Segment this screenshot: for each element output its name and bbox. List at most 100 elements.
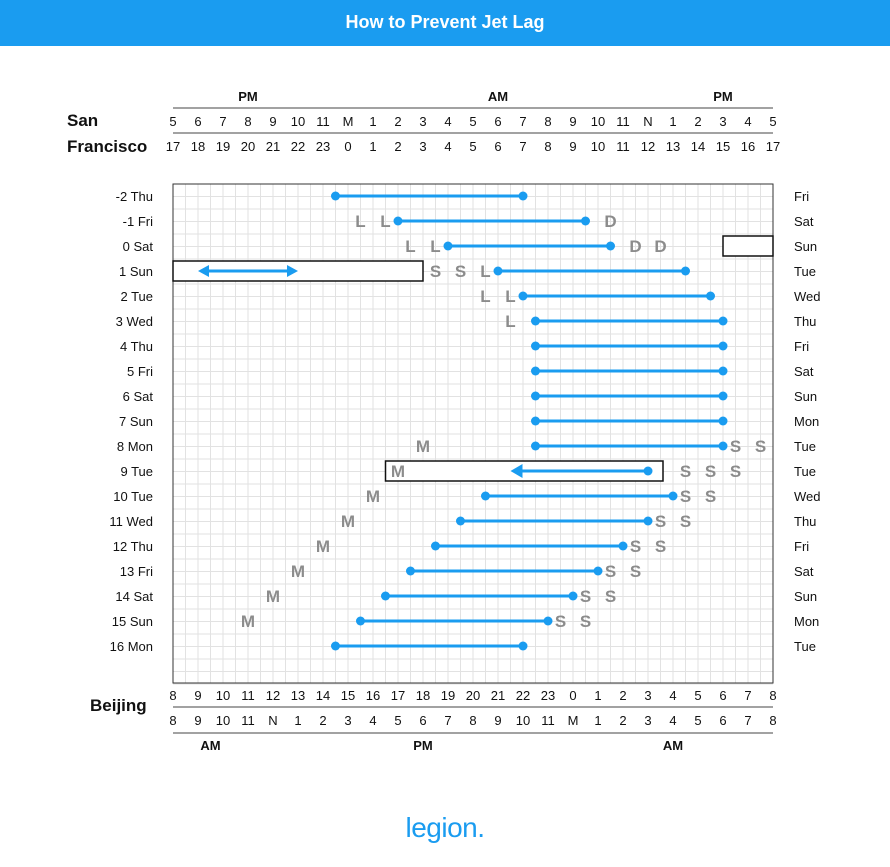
bottom-tick-12h-label: 11: [241, 713, 255, 728]
sleep-end-point: [643, 516, 653, 526]
top-tick-12h-label: 10: [291, 114, 305, 129]
sleep-end-point: [568, 591, 578, 601]
row-day-label: 10 Tue: [113, 489, 153, 504]
activity-letter: L: [430, 237, 440, 256]
top-tick-24h-label: 22: [291, 139, 305, 154]
flight-arrow-head: [198, 265, 209, 277]
top-tick-24h-label: 6: [494, 139, 501, 154]
top-tick-24h-label: 14: [691, 139, 705, 154]
bottom-tick-12h-label: 7: [744, 713, 751, 728]
top-tick-12h-label: 1: [369, 114, 376, 129]
activity-letter: S: [580, 587, 591, 606]
bottom-tick-24h-label: 4: [669, 688, 676, 703]
bottom-tick-12h-label: 10: [516, 713, 530, 728]
bottom-tick-12h-label: 7: [444, 713, 451, 728]
activity-letter: S: [605, 562, 616, 581]
bottom-tick-12h-label: 11: [541, 713, 555, 728]
activity-letter: S: [630, 537, 641, 556]
activity-letter: M: [416, 437, 430, 456]
activity-letter: L: [355, 212, 365, 231]
row-day-label: 0 Sat: [123, 239, 154, 254]
top-tick-24h-label: 13: [666, 139, 680, 154]
flight-arrow-head: [287, 265, 298, 277]
row-destination-day-label: Thu: [794, 314, 816, 329]
activity-letter: M: [241, 612, 255, 631]
top-tick-12h-label: 6: [494, 114, 501, 129]
top-tick-12h-label: 9: [269, 114, 276, 129]
activity-letter: M: [341, 512, 355, 531]
top-period-label: AM: [488, 89, 508, 104]
row-day-label: -2 Thu: [116, 189, 153, 204]
bottom-tick-24h-label: 12: [266, 688, 280, 703]
row-day-label: 15 Sun: [112, 614, 153, 629]
top-tick-24h-label: 10: [591, 139, 605, 154]
sleep-end-point: [718, 316, 728, 326]
top-tick-12h-label: 6: [194, 114, 201, 129]
top-tick-24h-label: 17: [766, 139, 780, 154]
bottom-tick-12h-label: 10: [216, 713, 230, 728]
sleep-end-point: [668, 491, 678, 501]
sleep-end-point: [718, 416, 728, 426]
row-day-label: 6 Sat: [123, 389, 154, 404]
bottom-tick-24h-label: 2: [619, 688, 626, 703]
sleep-end-point: [718, 366, 728, 376]
sleep-start-point: [393, 216, 403, 226]
top-tick-24h-label: 2: [394, 139, 401, 154]
row-day-label: 5 Fri: [127, 364, 153, 379]
sleep-start-point: [531, 341, 540, 351]
bottom-tick-24h-label: 10: [216, 688, 230, 703]
top-axis-city-label: Francisco: [67, 137, 147, 156]
row-destination-day-label: Tue: [794, 639, 816, 654]
bottom-tick-24h-label: 23: [541, 688, 555, 703]
row-destination-day-label: Sat: [794, 364, 814, 379]
row-day-label: -1 Fri: [123, 214, 153, 229]
row-destination-day-label: Thu: [794, 514, 816, 529]
sleep-start-point: [493, 266, 503, 276]
sleep-start-point: [531, 366, 540, 376]
sleep-end-point: [593, 566, 603, 576]
activity-letter: M: [266, 587, 280, 606]
top-period-label: PM: [713, 89, 733, 104]
bottom-tick-24h-label: 17: [391, 688, 405, 703]
bottom-tick-24h-label: 21: [491, 688, 505, 703]
top-tick-24h-label: 20: [241, 139, 255, 154]
row-day-label: 3 Wed: [116, 314, 153, 329]
sleep-start-point: [331, 191, 340, 201]
sleep-start-point: [456, 516, 465, 526]
sleep-end-point: [718, 391, 728, 401]
row-destination-day-label: Sun: [794, 589, 817, 604]
sleep-end-point: [681, 266, 690, 276]
bottom-tick-12h-label: 1: [594, 713, 601, 728]
top-tick-12h-label: 3: [719, 114, 726, 129]
header-bar: [0, 0, 890, 46]
bottom-tick-12h-label: 6: [419, 713, 426, 728]
activity-letter: S: [430, 262, 441, 281]
sleep-start-point: [443, 241, 453, 251]
activity-letter: S: [730, 462, 741, 481]
brand-logo: legion.: [405, 812, 485, 843]
top-tick-24h-label: 7: [519, 139, 526, 154]
bottom-period-label: PM: [413, 738, 433, 753]
sleep-start-point: [406, 566, 415, 576]
activity-letter: S: [680, 462, 691, 481]
top-tick-24h-label: 5: [469, 139, 476, 154]
bottom-tick-24h-label: 6: [719, 688, 726, 703]
bottom-tick-12h-label: 4: [369, 713, 376, 728]
bottom-tick-12h-label: 2: [319, 713, 326, 728]
bottom-tick-24h-label: 8: [169, 688, 176, 703]
top-tick-12h-label: 3: [419, 114, 426, 129]
sleep-start-point: [431, 541, 440, 551]
top-tick-12h-label: 2: [394, 114, 401, 129]
activity-letter: S: [630, 562, 641, 581]
top-tick-24h-label: 4: [444, 139, 451, 154]
bottom-tick-12h-label: 3: [344, 713, 351, 728]
top-tick-12h-label: 5: [469, 114, 476, 129]
activity-letter: D: [604, 212, 616, 231]
row-destination-day-label: Sun: [794, 239, 817, 254]
top-tick-12h-label: 4: [744, 114, 751, 129]
top-axis-city-label: San: [67, 111, 98, 130]
bottom-tick-12h-label: 9: [494, 713, 501, 728]
activity-letter: L: [505, 312, 515, 331]
row-destination-day-label: Tue: [794, 264, 816, 279]
sleep-start-point: [531, 391, 540, 401]
